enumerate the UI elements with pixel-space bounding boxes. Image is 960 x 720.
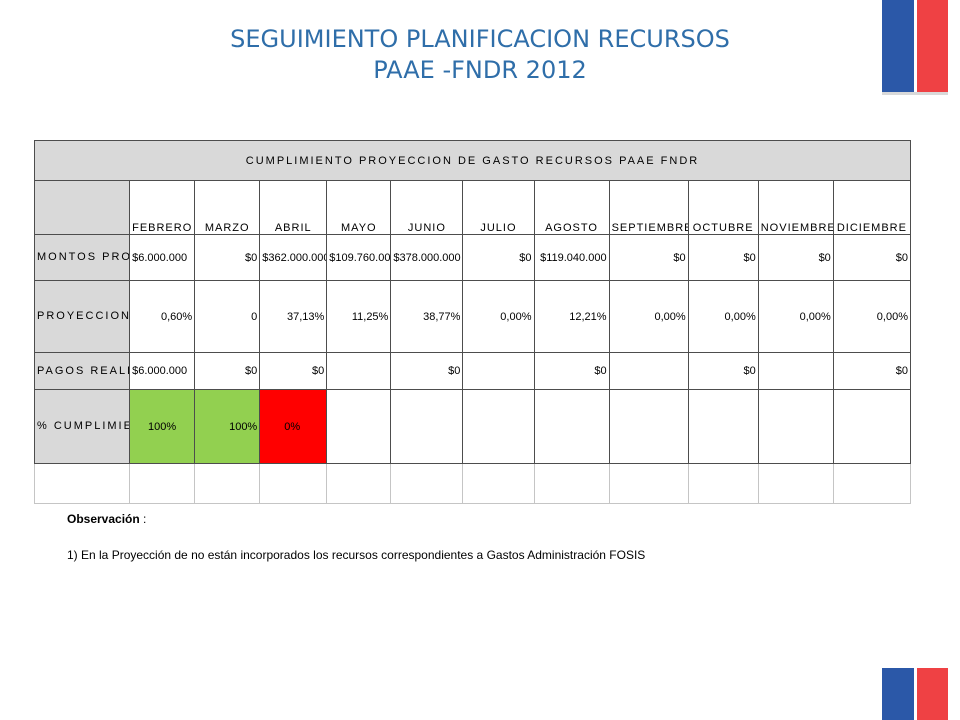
month-header: JUNIO xyxy=(390,180,464,235)
cell-montos: $362.000.000 xyxy=(259,234,328,281)
row-label-proyeccion: PROYECCION AVANCE PLANIF. xyxy=(33,280,131,353)
observacion-note: 1) En la Proyección de no están incorpor… xyxy=(67,548,646,562)
table-row-proyeccion: PROYECCION AVANCE PLANIF. 0,60% 0 37,13%… xyxy=(33,280,912,353)
cell-cumplimiento xyxy=(687,389,759,464)
corner-cell xyxy=(33,180,131,235)
title-line-2: PAAE -FNDR 2012 xyxy=(373,56,587,84)
cell-cumplimiento xyxy=(608,389,689,464)
cell-pagos xyxy=(326,352,392,390)
cell-proyeccion: 0,00% xyxy=(608,280,689,353)
cell-proyeccion: 12,21% xyxy=(533,280,610,353)
cell-cumplimiento xyxy=(390,389,464,464)
cell-cumplimiento xyxy=(533,389,610,464)
cell-montos: $0 xyxy=(832,234,912,281)
cell-pagos: $0 xyxy=(533,352,610,390)
cell-montos: $0 xyxy=(687,234,759,281)
month-header: AGOSTO xyxy=(533,180,610,235)
cell-proyeccion: 0,60% xyxy=(129,280,196,353)
table-row-pagos: PAGOS REALES $6.000.000 $0 $0 $0 $0 $0 $… xyxy=(33,352,912,390)
cell-proyeccion: 0 xyxy=(194,280,261,353)
table-row-montos: MONTOS PROYECTADOS $6.000.000 $0 $362.00… xyxy=(33,234,912,281)
cell-proyeccion: 37,13% xyxy=(259,280,328,353)
table-header: CUMPLIMIENTO PROYECCION DE GASTO RECURSO… xyxy=(34,140,911,181)
cell-montos: $0 xyxy=(462,234,535,281)
cell-montos: $109.760.000 xyxy=(326,234,392,281)
cell-proyeccion: 0,00% xyxy=(757,280,834,353)
table-row-empty xyxy=(33,463,912,504)
cell-pagos xyxy=(462,352,535,390)
month-header: ABRIL xyxy=(259,180,328,235)
cell-pagos: $0 xyxy=(259,352,328,390)
cell-proyeccion: 38,77% xyxy=(390,280,464,353)
flag-logo-bottom xyxy=(882,668,948,720)
cell-montos: $0 xyxy=(608,234,689,281)
slide-title: SEGUIMIENTO PLANIFICACION RECURSOS PAAE … xyxy=(0,24,960,86)
cell-proyeccion: 11,25% xyxy=(326,280,392,353)
month-header: FEBRERO xyxy=(129,180,196,235)
observacion-label: Observación xyxy=(67,512,140,526)
row-label-montos: MONTOS PROYECTADOS xyxy=(33,234,131,281)
month-header: MARZO xyxy=(194,180,261,235)
cell-montos: $378.000.000 xyxy=(390,234,464,281)
observacion-suffix: : xyxy=(139,512,147,526)
cell-pagos: $0 xyxy=(194,352,261,390)
observacion-heading: Observación : xyxy=(67,512,146,526)
month-header: DICIEMBRE xyxy=(832,180,912,235)
cell-pagos: $0 xyxy=(832,352,912,390)
cell-pagos xyxy=(757,352,834,390)
cell-pagos: $0 xyxy=(390,352,464,390)
cell-cumplimiento xyxy=(326,389,392,464)
month-header: MAYO xyxy=(326,180,392,235)
table-row-cumplimiento: % CUMPLIMIENTO PLANIF. 100% 100% 0% xyxy=(33,389,912,464)
title-line-1: SEGUIMIENTO PLANIFICACION RECURSOS xyxy=(230,25,730,53)
cell-proyeccion: 0,00% xyxy=(687,280,759,353)
cell-cumplimiento xyxy=(757,389,834,464)
month-header: JULIO xyxy=(462,180,535,235)
cell-pagos: $0 xyxy=(687,352,759,390)
cell-montos: $119.040.000 xyxy=(533,234,610,281)
cell-cumplimiento: 0% xyxy=(259,389,328,464)
planning-table: CUMPLIMIENTO PROYECCION DE GASTO RECURSO… xyxy=(33,140,912,504)
row-label-pagos: PAGOS REALES xyxy=(33,352,131,390)
month-header: NOVIEMBRE xyxy=(757,180,834,235)
cell-montos: $6.000.000 xyxy=(129,234,196,281)
cell-cumplimiento: 100% xyxy=(194,389,261,464)
cell-pagos xyxy=(608,352,689,390)
cell-proyeccion: 0,00% xyxy=(832,280,912,353)
cell-proyeccion: 0,00% xyxy=(462,280,535,353)
cell-cumplimiento: 100% xyxy=(129,389,196,464)
cell-montos: $0 xyxy=(194,234,261,281)
month-header: OCTUBRE xyxy=(687,180,759,235)
cell-cumplimiento xyxy=(832,389,912,464)
flag-logo-top xyxy=(882,0,948,92)
flag-shadow-top xyxy=(882,92,948,95)
cell-pagos: $6.000.000 xyxy=(129,352,196,390)
cell-cumplimiento xyxy=(462,389,535,464)
row-label-cumplimiento: % CUMPLIMIENTO PLANIF. xyxy=(33,389,131,464)
cell-montos: $0 xyxy=(757,234,834,281)
month-header: SEPTIEMBRE xyxy=(608,180,689,235)
